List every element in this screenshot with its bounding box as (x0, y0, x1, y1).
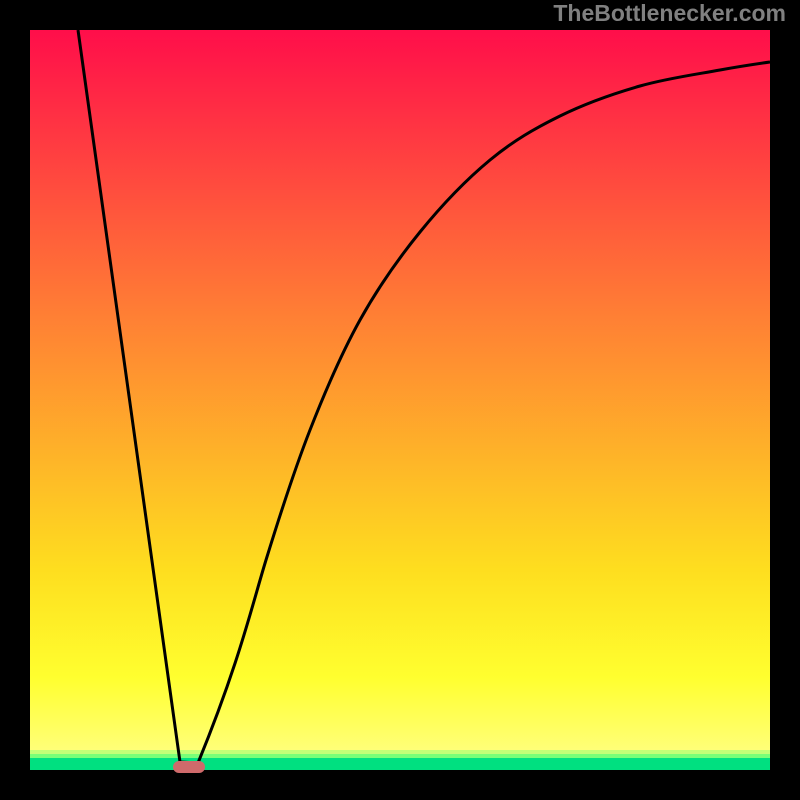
watermark-text: TheBottlenecker.com (553, 0, 786, 27)
frame-bottom (0, 770, 800, 800)
heat-gradient (30, 30, 770, 750)
chart-background (0, 0, 800, 800)
green-band-2 (30, 758, 770, 770)
optimal-marker (173, 761, 205, 773)
frame-right (770, 0, 800, 800)
frame-left (0, 0, 30, 800)
chart-container: TheBottlenecker.com (0, 0, 800, 800)
